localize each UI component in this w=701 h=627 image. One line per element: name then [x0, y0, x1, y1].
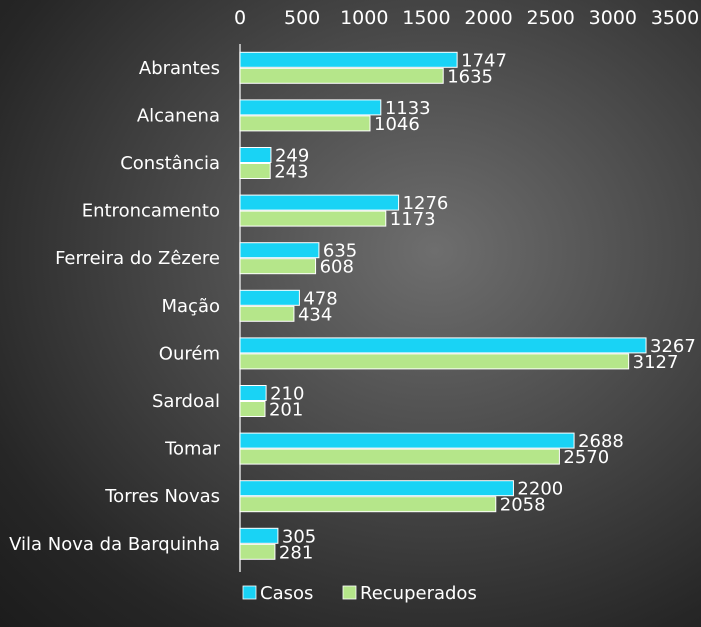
recuperados-value-label: 434 [298, 304, 332, 325]
casos-bar [239, 289, 300, 306]
x-tick-label: 1500 [402, 7, 450, 29]
recuperados-bar [239, 210, 387, 227]
x-tick-label: 2000 [464, 7, 512, 29]
category-label: Torres Novas [104, 486, 220, 507]
casos-value-label: 2688 [578, 431, 624, 452]
casos-value-label: 635 [323, 241, 357, 262]
x-tick-label: 3500 [651, 7, 699, 29]
category-label: Ourém [159, 343, 220, 364]
casos-bar [239, 242, 320, 259]
x-tick-label: 500 [284, 7, 320, 29]
x-axis-ticks: 0 500 1000 1500 2000 2500 3000 3500 [234, 7, 699, 29]
casos-bar [239, 99, 382, 116]
recuperados-bar [239, 67, 444, 84]
category-label: Vila Nova da Barquinha [9, 534, 220, 555]
recuperados-value-label: 2058 [500, 495, 546, 516]
casos-value-label: 210 [270, 384, 304, 405]
category-labels: Abrantes Alcanena Constância Entroncamento F… [9, 58, 220, 555]
casos-value-label: 1133 [385, 98, 431, 119]
category-label: Ferreira do Zêzere [55, 248, 220, 269]
legend-label-recuperados: Recuperados [360, 583, 477, 604]
recuperados-bar [239, 115, 371, 132]
recuperados-bar [239, 163, 271, 179]
recuperados-bar [239, 258, 317, 275]
category-label: Entroncamento [82, 201, 220, 222]
casos-bar [239, 147, 272, 163]
recuperados-bar [239, 401, 266, 417]
recuperados-value-label: 281 [279, 542, 313, 563]
casos-value-label: 2200 [517, 479, 563, 500]
recuperados-bar [239, 496, 497, 513]
recuperados-value-label: 608 [320, 257, 354, 278]
recuperados-value-label: 1173 [390, 209, 436, 230]
recuperados-value-label: 2570 [563, 447, 609, 468]
category-label: Constância [120, 153, 220, 174]
x-tick-label: 2500 [527, 7, 575, 29]
casos-bar [239, 51, 458, 68]
category-label: Tomar [164, 439, 221, 460]
casos-value-label: 478 [303, 288, 337, 309]
casos-bar [239, 480, 514, 497]
casos-value-label: 3267 [650, 336, 696, 357]
legend-label-casos: Casos [260, 583, 313, 604]
casos-value-label: 249 [275, 146, 309, 167]
legend-swatch-recuperados [342, 585, 357, 600]
casos-bar [239, 527, 279, 544]
recuperados-value-label: 3127 [633, 352, 679, 373]
casos-bar [239, 194, 400, 211]
recuperados-value-label: 201 [269, 400, 303, 421]
x-tick-label: 1000 [340, 7, 388, 29]
recuperados-bar [239, 353, 630, 370]
recuperados-bar [239, 305, 295, 322]
legend: Casos Recuperados [242, 583, 477, 604]
recuperados-value-label: 1635 [447, 66, 493, 87]
legend-swatch-casos [242, 585, 257, 600]
casos-value-label: 1747 [461, 50, 507, 71]
casos-value-label: 305 [282, 526, 316, 547]
category-label: Sardoal [152, 391, 220, 412]
category-label: Alcanena [137, 105, 220, 126]
casos-bar [239, 432, 575, 449]
recuperados-bar [239, 448, 560, 465]
recuperados-value-label: 243 [274, 162, 308, 183]
category-label: Mação [162, 296, 221, 317]
x-tick-label: 3000 [589, 7, 637, 29]
casos-bar [239, 385, 267, 401]
category-label: Abrantes [139, 58, 220, 79]
casos-value-label: 1276 [403, 193, 449, 214]
casos-bar [239, 337, 647, 354]
recuperados-value-label: 1046 [374, 114, 420, 135]
bars [239, 51, 647, 560]
recuperados-bar [239, 543, 276, 560]
x-tick-label: 0 [234, 7, 246, 29]
